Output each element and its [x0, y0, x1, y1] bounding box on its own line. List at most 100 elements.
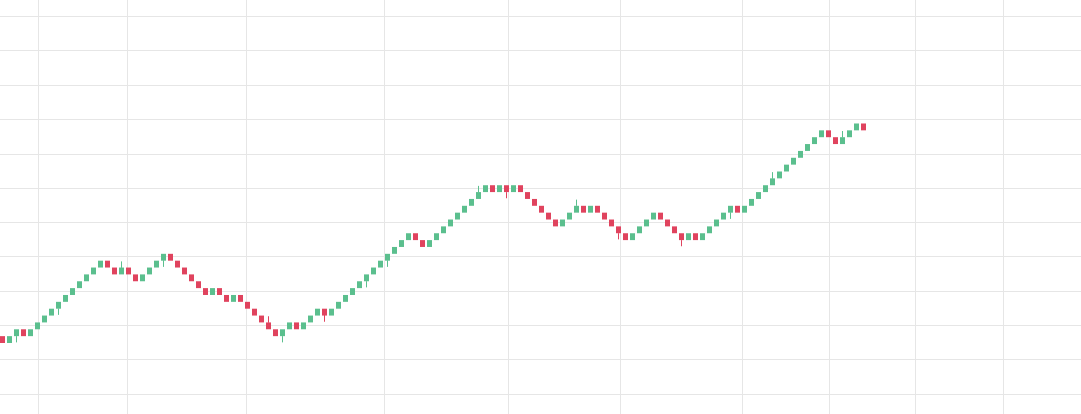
up-brick	[231, 294, 236, 302]
down-brick	[602, 212, 607, 220]
up-brick	[497, 185, 502, 193]
up-brick	[714, 219, 719, 227]
up-brick	[301, 322, 306, 330]
down-brick	[105, 260, 110, 268]
up-brick	[329, 308, 334, 316]
up-brick	[644, 219, 649, 227]
down-brick	[196, 281, 201, 289]
down-brick	[546, 212, 551, 220]
up-brick	[392, 246, 397, 254]
down-brick	[175, 260, 180, 268]
down-brick	[623, 233, 628, 241]
up-brick	[210, 288, 215, 295]
down-brick	[294, 322, 299, 330]
up-brick	[385, 253, 390, 261]
up-brick	[14, 329, 19, 337]
up-brick	[7, 336, 12, 343]
down-brick	[833, 137, 838, 145]
up-brick	[98, 260, 103, 268]
up-brick	[161, 253, 166, 261]
down-brick	[217, 288, 222, 295]
up-brick	[560, 219, 565, 227]
up-brick	[56, 301, 61, 309]
down-brick	[259, 315, 264, 323]
up-brick	[511, 185, 516, 193]
up-brick	[777, 171, 782, 179]
down-brick	[203, 288, 208, 295]
up-brick	[147, 267, 152, 275]
up-brick	[315, 308, 320, 316]
down-brick	[182, 267, 187, 275]
up-brick	[728, 205, 733, 213]
up-brick	[140, 274, 145, 282]
down-brick	[266, 322, 271, 330]
down-brick	[693, 233, 698, 241]
down-brick	[861, 123, 866, 131]
up-brick	[84, 274, 89, 282]
up-brick	[700, 233, 705, 241]
down-brick	[504, 185, 509, 193]
down-brick	[322, 308, 327, 316]
up-brick	[756, 192, 761, 199]
up-brick	[49, 308, 54, 316]
down-brick	[581, 205, 586, 213]
down-brick	[224, 294, 229, 302]
up-brick	[763, 185, 768, 193]
up-brick	[847, 130, 852, 138]
up-brick	[805, 144, 810, 151]
down-brick	[420, 240, 425, 247]
up-brick	[791, 157, 796, 165]
up-brick	[784, 164, 789, 172]
down-brick	[126, 267, 131, 275]
down-brick	[0, 336, 5, 343]
up-brick	[336, 301, 341, 309]
up-brick	[588, 205, 593, 213]
up-brick	[77, 281, 82, 289]
down-brick	[679, 233, 684, 241]
down-brick	[539, 205, 544, 213]
up-brick	[154, 260, 159, 268]
up-brick	[119, 267, 124, 275]
up-brick	[721, 212, 726, 220]
up-brick	[364, 274, 369, 282]
up-brick	[812, 137, 817, 145]
up-brick	[406, 233, 411, 241]
down-brick	[133, 274, 138, 282]
down-brick	[609, 219, 614, 227]
up-brick	[441, 226, 446, 234]
up-brick	[483, 185, 488, 193]
up-brick	[308, 315, 313, 323]
up-brick	[476, 192, 481, 199]
up-brick	[91, 267, 96, 275]
up-brick	[462, 205, 467, 213]
down-brick	[245, 301, 250, 309]
down-brick	[112, 267, 117, 275]
up-brick	[707, 226, 712, 234]
up-brick	[378, 260, 383, 268]
up-brick	[798, 150, 803, 158]
up-brick	[637, 226, 642, 234]
up-brick	[742, 205, 747, 213]
down-brick	[273, 329, 278, 337]
up-brick	[70, 288, 75, 295]
up-brick	[350, 288, 355, 295]
down-brick	[252, 308, 257, 316]
down-brick	[525, 192, 530, 199]
down-brick	[168, 253, 173, 261]
up-brick	[455, 212, 460, 220]
up-brick	[567, 212, 572, 220]
up-brick	[280, 329, 285, 337]
up-brick	[399, 240, 404, 247]
down-brick	[735, 205, 740, 213]
up-brick	[63, 294, 68, 302]
down-brick	[672, 226, 677, 234]
up-brick	[686, 233, 691, 241]
up-brick	[749, 198, 754, 206]
down-brick	[21, 329, 26, 337]
down-brick	[826, 130, 831, 138]
up-brick	[434, 233, 439, 241]
down-brick	[490, 185, 495, 193]
